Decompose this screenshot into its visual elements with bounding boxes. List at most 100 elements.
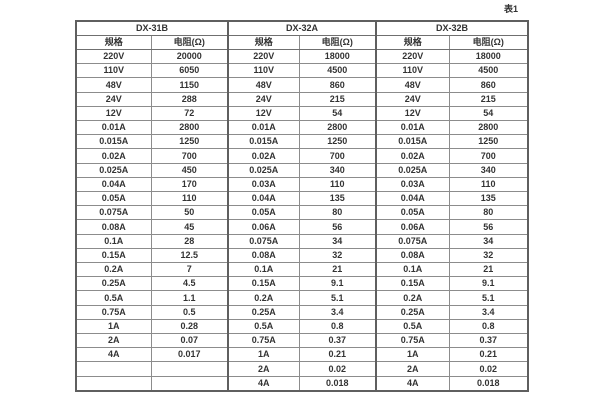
spec-cell: 0.075A: [227, 233, 300, 249]
table-row: 0.05A 110 0.04A 135 0.04A 135: [75, 191, 529, 207]
spec-cell: 0.01A: [75, 120, 152, 136]
spec-cell: 0.1A: [227, 262, 300, 278]
resistance-cell: 21: [448, 262, 529, 278]
column-header-row: 规格 电阻(Ω) 规格 电阻(Ω) 规格 电阻(Ω): [75, 35, 529, 50]
spec-cell: 48V: [227, 77, 300, 93]
resistance-cell: 4.5: [150, 276, 229, 292]
resistance-cell: 0.21: [298, 347, 377, 363]
resistance-cell: 860: [448, 77, 529, 93]
table-row: 0.08A 45 0.06A 56 0.06A 56: [75, 219, 529, 235]
resistance-cell: 45: [150, 219, 229, 235]
spec-cell: 48V: [375, 77, 450, 93]
spec-cell: 24V: [227, 91, 300, 107]
spec-cell: 0.08A: [75, 219, 152, 235]
resistance-cell: 0.07: [150, 333, 229, 349]
resistance-cell: 700: [150, 148, 229, 164]
resistance-cell: 288: [150, 91, 229, 107]
table-row: 110V 6050 110V 4500 110V 4500: [75, 63, 529, 79]
spec-cell: 0.05A: [375, 205, 450, 221]
table-row: 0.15A 12.5 0.08A 32 0.08A 32: [75, 247, 529, 264]
table-row: 0.1A 28 0.075A 34 0.075A 34: [75, 233, 529, 249]
resistance-cell: 215: [298, 91, 377, 107]
spec-cell: 0.03A: [227, 176, 300, 193]
spec-cell: 2A: [75, 333, 152, 349]
table-caption: 表1: [503, 4, 518, 14]
spec-column-header: 规格: [227, 35, 300, 50]
resistance-cell: 3.4: [448, 304, 529, 320]
spec-cell: 110V: [227, 63, 300, 79]
resistance-cell: 0.02: [448, 361, 529, 377]
resistance-cell: 1250: [150, 134, 229, 150]
resistance-cell: 135: [448, 191, 529, 207]
resistance-cell: 0.8: [448, 318, 529, 335]
resistance-cell: 0.21: [448, 347, 529, 363]
spec-cell: 0.075A: [375, 233, 450, 249]
spec-cell: 0.08A: [227, 247, 300, 264]
spec-cell: 0.06A: [375, 219, 450, 235]
resistance-cell: 54: [448, 105, 529, 122]
resistance-cell: 9.1: [298, 276, 377, 292]
resistance-cell: 32: [298, 247, 377, 264]
resistance-cell: 1150: [150, 77, 229, 93]
resistance-cell: 34: [448, 233, 529, 249]
table-row: 12V 72 12V 54 12V 54: [75, 105, 529, 122]
resistance-cell: 80: [298, 205, 377, 221]
resistance-cell: 0.28: [150, 318, 229, 335]
spec-cell: 0.04A: [227, 191, 300, 207]
resistance-cell: 34: [298, 233, 377, 249]
table-row: 2A 0.02 2A 0.02: [75, 361, 529, 377]
spec-cell: 24V: [75, 91, 152, 107]
resistance-spec-table: DX-31B DX-32A DX-32B 规格 电阻(Ω) 规格 电阻(Ω) 规…: [75, 20, 530, 392]
spec-cell: 0.02A: [375, 148, 450, 164]
table-row: 0.04A 170 0.03A 110 0.03A 110: [75, 176, 529, 193]
resistance-cell: 0.37: [298, 333, 377, 349]
spec-cell: 0.03A: [375, 176, 450, 193]
spec-cell: 0.04A: [75, 176, 152, 193]
resistance-column-header: 电阻(Ω): [298, 35, 377, 50]
resistance-cell: 80: [448, 205, 529, 221]
table-row: 0.025A 450 0.025A 340 0.025A 340: [75, 162, 529, 178]
spec-cell: 220V: [75, 48, 152, 65]
resistance-cell: 28: [150, 233, 229, 249]
spec-cell: 0.02A: [75, 148, 152, 164]
spec-cell: 0.015A: [375, 134, 450, 150]
table-row: 4A 0.018 4A 0.018: [75, 375, 529, 392]
spec-cell: 0.25A: [375, 304, 450, 320]
resistance-cell: 56: [448, 219, 529, 235]
resistance-cell: 170: [150, 176, 229, 193]
spec-cell: 48V: [75, 77, 152, 93]
resistance-cell: 135: [298, 191, 377, 207]
group-header-dx32b: DX-32B: [375, 20, 529, 36]
resistance-cell: 2800: [150, 120, 229, 136]
resistance-cell: 0.8: [298, 318, 377, 335]
resistance-cell: 9.1: [448, 276, 529, 292]
spec-cell: 24V: [375, 91, 450, 107]
resistance-cell: 5.1: [448, 290, 529, 306]
spec-cell: 0.25A: [75, 276, 152, 292]
table-row: 220V 20000 220V 18000 220V 18000: [75, 48, 529, 65]
group-header-dx32a: DX-32A: [227, 20, 377, 36]
spec-cell: 1A: [75, 318, 152, 335]
resistance-cell: 20000: [150, 48, 229, 65]
spec-cell: [75, 361, 152, 377]
resistance-cell: 700: [298, 148, 377, 164]
resistance-cell: 5.1: [298, 290, 377, 306]
group-header-dx31b: DX-31B: [75, 20, 229, 36]
spec-cell: 0.5A: [227, 318, 300, 335]
resistance-cell: 0.017: [150, 347, 229, 363]
table-row: 24V 288 24V 215 24V 215: [75, 91, 529, 107]
table-row: 48V 1150 48V 860 48V 860: [75, 77, 529, 93]
resistance-cell: 215: [448, 91, 529, 107]
spec-cell: [75, 375, 152, 392]
resistance-cell: 700: [448, 148, 529, 164]
spec-cell: 0.01A: [375, 120, 450, 136]
spec-cell: 0.2A: [375, 290, 450, 306]
resistance-cell: 6050: [150, 63, 229, 79]
resistance-cell: 1.1: [150, 290, 229, 306]
resistance-cell: 1250: [298, 134, 377, 150]
spec-cell: 0.15A: [227, 276, 300, 292]
table-row: 0.2A 7 0.1A 21 0.1A 21: [75, 262, 529, 278]
spec-cell: 1A: [375, 347, 450, 363]
spec-cell: 0.1A: [375, 262, 450, 278]
spec-cell: 0.2A: [227, 290, 300, 306]
